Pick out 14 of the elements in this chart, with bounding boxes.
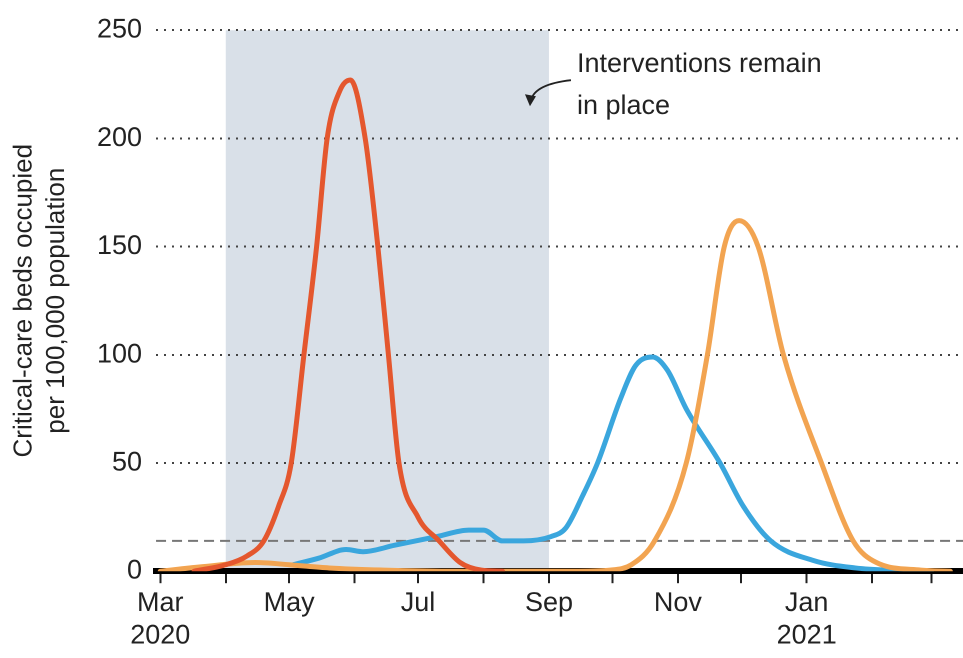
y-tick-label: 150 (96, 230, 142, 260)
y-tick-label: 100 (96, 338, 142, 368)
y-tick-label: 0 (127, 554, 142, 585)
y-tick-label: 250 (96, 14, 142, 44)
x-tick-label: Nov (654, 586, 702, 617)
x-tick-label: Sep (524, 586, 573, 617)
x-tick-label: Jul (400, 586, 436, 617)
y-tick-label: 50 (112, 446, 142, 476)
y-tick-label: 200 (96, 122, 142, 152)
y-axis-title: Critical-care beds occupied per 100,000 population (7, 144, 70, 458)
x-tick-label: May (264, 586, 316, 617)
band-label: Interventions remain in place (576, 48, 822, 120)
x-tick-label: Mar 2020 (130, 586, 190, 650)
x-tick-label: Jan 2021 (776, 586, 837, 650)
